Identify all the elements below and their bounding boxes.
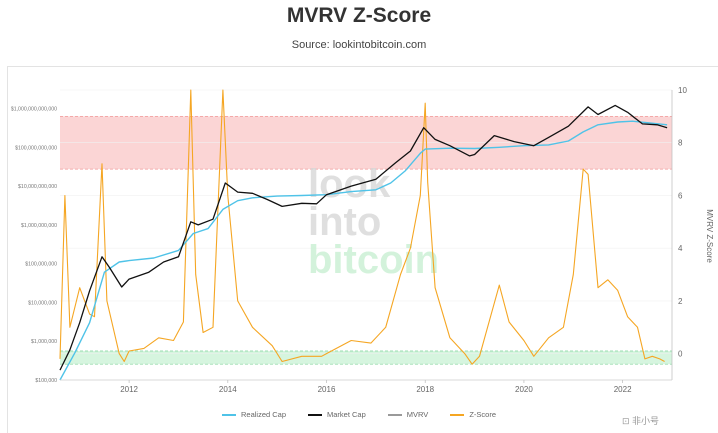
y-left-tick-label: $1,000,000 — [31, 339, 57, 345]
y-right-tick-label: 6 — [678, 191, 683, 200]
y-left-tick-label: $100,000,000,000 — [15, 145, 57, 151]
corner-watermark: ⊡ 非小号 — [622, 416, 660, 426]
legend-item-realized-cap[interactable]: Realized Cap — [221, 410, 287, 419]
series-line-realized-cap — [59, 120, 668, 381]
watermark-text: into — [308, 200, 381, 244]
series-line-market-cap — [59, 104, 668, 371]
y-left-tick-label: $10,000,000,000 — [18, 184, 57, 190]
x-tick-label: 2014 — [219, 385, 237, 394]
y-right-tick-label: 4 — [678, 244, 683, 253]
y-left-tick-label: $1,000,000,000,000 — [11, 107, 57, 113]
legend-swatch-z-score — [450, 413, 465, 416]
legend-swatch-market-cap — [308, 413, 323, 416]
series-line-z-score — [59, 89, 665, 365]
legend-label-market-cap: Market Cap — [327, 410, 366, 419]
chart-legend: Realized Cap Market Cap MVRV Z-Score — [0, 410, 718, 419]
x-tick-label: 2020 — [515, 385, 533, 394]
y-left-tick-label: $1,000,000,000 — [21, 223, 57, 229]
x-tick-label: 2022 — [614, 385, 632, 394]
x-tick-label: 2012 — [120, 385, 138, 394]
legend-item-market-cap[interactable]: Market Cap — [308, 410, 366, 419]
y-right-tick-label: 10 — [678, 86, 687, 95]
y-right-tick-label: 8 — [678, 139, 683, 148]
y-right-tick-label: 2 — [678, 297, 683, 306]
y-right-axis-label: MVRV Z-Score — [705, 209, 714, 263]
legend-label-realized-cap: Realized Cap — [240, 410, 287, 419]
x-tick-label: 2016 — [318, 385, 336, 394]
y-right-tick-label: 0 — [678, 350, 683, 359]
chart-title: MVRV Z-Score — [286, 4, 432, 27]
x-tick-label: 2018 — [416, 385, 434, 394]
legend-swatch-mvrv — [387, 413, 402, 416]
band-bottom — [60, 351, 672, 365]
legend-swatch-realized-cap — [221, 413, 236, 416]
y-left-tick-label: $100,000 — [35, 378, 57, 384]
watermark-text: bitcoin — [308, 238, 439, 282]
legend-item-mvrv[interactable]: MVRV — [387, 410, 429, 419]
legend-label-z-score: Z-Score — [469, 410, 496, 419]
y-left-tick-label: $100,000,000 — [25, 262, 57, 268]
y-left-tick-label: $10,000,000 — [28, 300, 57, 306]
legend-label-mvrv: MVRV — [406, 410, 429, 419]
legend-item-z-score[interactable]: Z-Score — [450, 410, 496, 419]
chart-subtitle: Source: lookintobitcoin.com — [291, 39, 427, 51]
